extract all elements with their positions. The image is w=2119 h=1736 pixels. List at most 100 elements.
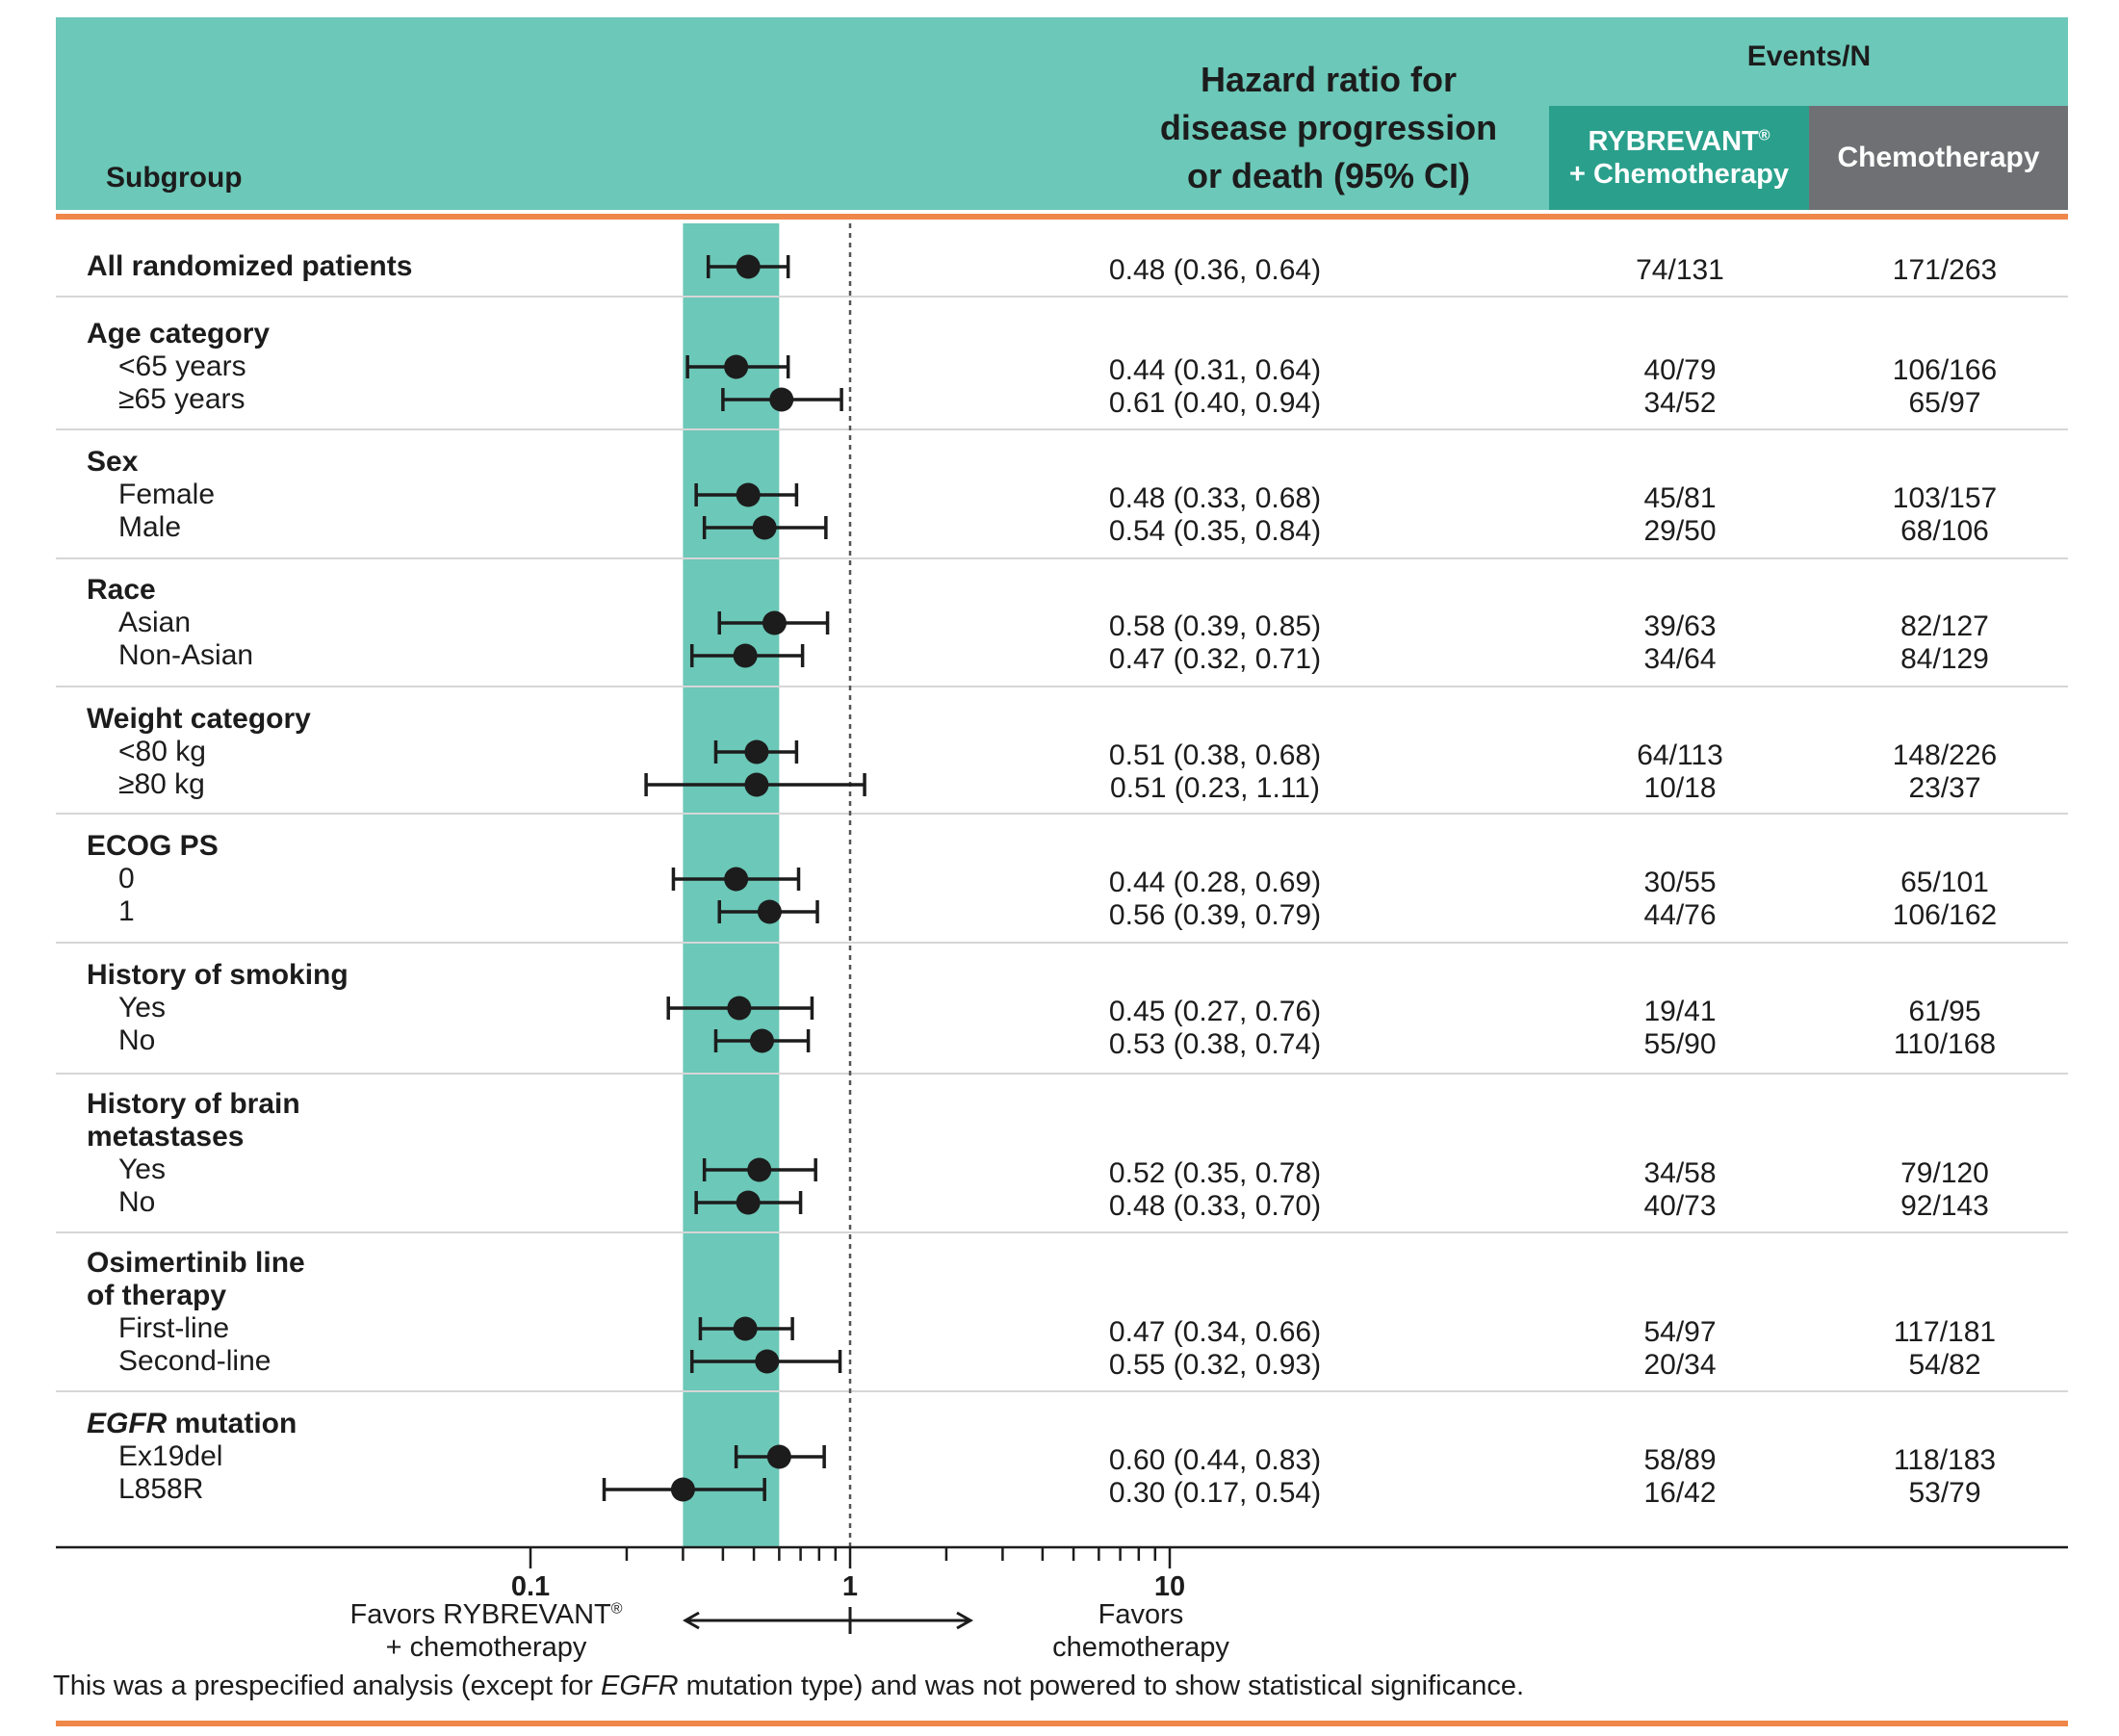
chemotherapy-events-value: 106/162 xyxy=(1892,899,1998,931)
header-orange-rule xyxy=(56,214,2068,220)
hazard-ratio-value: 0.54 (0.35, 0.84) xyxy=(1108,515,1322,547)
favors-arrow-right-head xyxy=(956,1611,974,1630)
hazard-ratio-point xyxy=(733,643,758,668)
subgroup-group-label: Sex xyxy=(87,446,139,478)
hazard-ratio-point xyxy=(752,515,777,540)
hazard-ratio-header-line-1: Hazard ratio for xyxy=(1200,60,1458,99)
rybrevant-events-value: 34/52 xyxy=(1643,387,1717,419)
subgroup-row-label: Yes xyxy=(118,992,166,1023)
hazard-ratio-value: 0.30 (0.17, 0.54) xyxy=(1108,1477,1322,1509)
hazard-ratio-value: 0.58 (0.39, 0.85) xyxy=(1108,610,1322,642)
x-tick-label: 0.1 xyxy=(511,1571,550,1602)
hazard-ratio-column-header: Hazard ratio for disease progression or … xyxy=(1126,56,1531,200)
subgroup-row-label: ≥65 years xyxy=(118,383,245,415)
chemotherapy-events-value: 82/127 xyxy=(1900,610,1989,642)
hazard-ratio-value: 0.44 (0.28, 0.69) xyxy=(1108,867,1322,898)
rybrevant-events-value: 34/58 xyxy=(1643,1157,1717,1189)
subgroup-row-label: Non-Asian xyxy=(118,639,254,671)
subgroup-row-label: Yes xyxy=(118,1153,166,1185)
favors-chemotherapy-label: Favors chemotherapy xyxy=(1052,1599,1229,1663)
rybrevant-events-value: 74/131 xyxy=(1636,254,1724,286)
chemotherapy-events-value: 148/226 xyxy=(1892,739,1998,771)
chemotherapy-events-value: 106/166 xyxy=(1892,354,1998,386)
hazard-ratio-value: 0.47 (0.34, 0.66) xyxy=(1108,1316,1322,1348)
hazard-ratio-point xyxy=(766,1444,791,1469)
x-tick-label: 1 xyxy=(842,1571,858,1602)
subgroup-group-label: Osimertinib line xyxy=(87,1247,305,1279)
rybrevant-events-value: 34/64 xyxy=(1643,643,1717,675)
hazard-ratio-point xyxy=(755,1349,780,1374)
rybrevant-events-value: 64/113 xyxy=(1637,739,1723,771)
hazard-ratio-value: 0.51 (0.38, 0.68) xyxy=(1108,739,1322,771)
subgroup-row-label: Second-line xyxy=(118,1345,271,1377)
subgroup-row-label: <65 years xyxy=(118,350,246,382)
rybrevant-events-value: 55/90 xyxy=(1643,1028,1717,1060)
events-column-header: Events/N xyxy=(1746,40,1872,72)
hazard-ratio-point xyxy=(727,996,752,1021)
chemotherapy-events-value: 79/120 xyxy=(1900,1157,1989,1189)
hazard-ratio-point xyxy=(749,1028,774,1053)
favors-arrow-left-head xyxy=(682,1611,700,1630)
footnote: This was a prespecified analysis (except… xyxy=(53,1671,1525,1701)
subgroup-row-label: 0 xyxy=(118,863,135,894)
subgroup-row-label: First-line xyxy=(118,1312,230,1344)
subgroup-row-label: Ex19del xyxy=(118,1440,223,1472)
hazard-ratio-value: 0.44 (0.31, 0.64) xyxy=(1108,354,1322,386)
chemotherapy-events-value: 65/97 xyxy=(1908,387,1981,419)
rybrevant-events-value: 16/42 xyxy=(1643,1477,1717,1509)
chemotherapy-events-value: 68/106 xyxy=(1900,515,1989,547)
hazard-ratio-point xyxy=(757,899,782,924)
chemotherapy-events-value: 92/143 xyxy=(1900,1190,1989,1222)
subgroup-group-label: ECOG PS xyxy=(87,830,219,862)
subgroup-row-label: ≥80 kg xyxy=(118,768,205,800)
subgroup-row-label: Asian xyxy=(118,607,192,638)
hazard-ratio-value: 0.53 (0.38, 0.74) xyxy=(1108,1028,1322,1060)
hazard-ratio-point xyxy=(744,772,769,797)
x-tick-label: 10 xyxy=(1154,1571,1185,1602)
chemotherapy-events-value: 65/101 xyxy=(1900,867,1989,898)
chemotherapy-events-value: 171/263 xyxy=(1892,254,1998,286)
subgroup-group-label: All randomized patients xyxy=(87,250,413,282)
hazard-ratio-point xyxy=(736,482,761,507)
footer-orange-rule xyxy=(56,1721,2068,1726)
hazard-ratio-value: 0.56 (0.39, 0.79) xyxy=(1108,899,1322,931)
hazard-ratio-value: 0.55 (0.32, 0.93) xyxy=(1108,1349,1322,1381)
hazard-ratio-value: 0.47 (0.32, 0.71) xyxy=(1108,643,1322,675)
hazard-ratio-point xyxy=(736,254,761,279)
hazard-ratio-point xyxy=(736,1190,761,1215)
subgroup-group-label: History of smoking xyxy=(87,959,349,991)
x-axis: 0.1 1 10 xyxy=(56,1545,2068,1634)
favors-rybrevant-label: Favors RYBREVANT® + chemotherapy xyxy=(349,1599,623,1663)
rybrevant-events-value: 44/76 xyxy=(1643,899,1717,931)
subgroup-group-label: History of brain xyxy=(87,1088,300,1120)
subgroup-group-label: Race xyxy=(87,574,156,606)
hazard-ratio-value: 0.48 (0.33, 0.70) xyxy=(1108,1190,1322,1222)
hazard-ratio-value: 0.61 (0.40, 0.94) xyxy=(1108,387,1322,419)
rybrevant-column-header: RYBREVANT® + Chemotherapy xyxy=(1549,106,1809,210)
chemotherapy-events-value: 118/183 xyxy=(1893,1444,1997,1476)
rybrevant-events-value: 40/73 xyxy=(1643,1190,1717,1222)
chemotherapy-column-header: Chemotherapy xyxy=(1809,106,2068,210)
chemotherapy-events-value: 103/157 xyxy=(1892,482,1998,514)
subgroup-row-label: 1 xyxy=(118,895,135,927)
rybrevant-events-value: 40/79 xyxy=(1643,354,1717,386)
hazard-ratio-header-line-2: disease progression xyxy=(1159,108,1498,147)
hazard-ratio-value: 0.48 (0.33, 0.68) xyxy=(1108,482,1322,514)
subgroup-column-header: Subgroup xyxy=(106,162,243,194)
hazard-ratio-point xyxy=(769,387,794,412)
rybrevant-events-value: 54/97 xyxy=(1643,1316,1717,1348)
rybrevant-events-value: 29/50 xyxy=(1643,515,1717,547)
chemotherapy-events-value: 61/95 xyxy=(1908,996,1981,1027)
rybrevant-events-value: 58/89 xyxy=(1643,1444,1717,1476)
subgroup-row-label: No xyxy=(118,1186,156,1218)
chemotherapy-events-value: 117/181 xyxy=(1893,1316,1997,1348)
subgroup-group-label: of therapy xyxy=(87,1280,227,1311)
chemotherapy-events-value: 53/79 xyxy=(1908,1477,1981,1509)
subgroup-group-label: Age category xyxy=(87,318,271,350)
rybrevant-events-value: 10/18 xyxy=(1643,772,1717,804)
hazard-ratio-point xyxy=(762,610,787,635)
subgroup-row-label: No xyxy=(118,1024,156,1056)
hazard-ratio-value: 0.45 (0.27, 0.76) xyxy=(1108,996,1322,1027)
row-separators xyxy=(56,296,2068,1392)
